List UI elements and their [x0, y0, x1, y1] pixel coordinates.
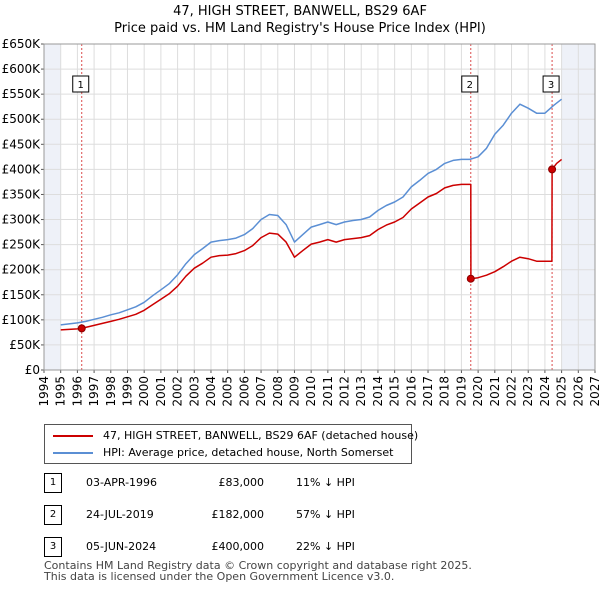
legend-price-swatch: [53, 435, 93, 437]
x-tick-label: 2020: [471, 376, 485, 407]
x-tick-label: 2013: [354, 376, 368, 407]
x-tick-label: 2002: [171, 376, 185, 407]
y-tick-label: £100K: [2, 313, 42, 327]
sale-label-text: 2: [467, 80, 473, 91]
x-tick-label: 2022: [505, 376, 519, 407]
x-tick-label: 2004: [204, 376, 218, 407]
footer-copyright: Contains HM Land Registry data © Crown c…: [44, 559, 472, 572]
transaction-hpi-diff: 22% ↓ HPI: [296, 540, 355, 553]
sale-point: [77, 324, 86, 333]
y-tick-label: £250K: [2, 238, 42, 252]
shaded-regions: [44, 44, 595, 370]
x-tick-label: 2008: [271, 376, 285, 407]
transaction-row: 2 24-JUL-2019 £182,000 57% ↓ HPI: [44, 505, 444, 525]
footer: Contains HM Land Registry data © Crown c…: [44, 560, 472, 582]
y-tick-label: £200K: [2, 263, 42, 277]
sale-label-text: 1: [78, 80, 84, 91]
y-tick-label: £350K: [2, 187, 42, 201]
x-tick-label: 2016: [404, 376, 418, 407]
shaded-region: [44, 44, 61, 370]
transaction-price: £83,000: [218, 476, 265, 489]
legend-hpi-swatch: [53, 452, 93, 454]
x-tick-label: 1999: [120, 376, 134, 407]
y-tick-label: £500K: [2, 112, 42, 126]
x-axis-ticks: 1994 1995 1996 1997 1998 1999 2000 2001 2002 2003…: [37, 370, 600, 407]
x-tick-label: 2000: [137, 376, 151, 407]
transaction-date: 03-APR-1996: [86, 476, 158, 489]
price-series-line: [60, 158, 563, 331]
transaction-number: 1: [44, 473, 62, 493]
x-tick-label: 2007: [254, 376, 268, 407]
transaction-number: 2: [44, 505, 62, 525]
x-tick-label: 2024: [538, 376, 552, 407]
y-tick-label: £50K: [9, 338, 41, 352]
legend: 47, HIGH STREET, BANWELL, BS29 6AF (deta…: [44, 424, 418, 464]
legend-hpi-label: HPI: Average price, detached house, Nort…: [103, 446, 394, 459]
transaction-hpi-diff: 57% ↓ HPI: [296, 508, 355, 521]
x-tick-label: 2014: [371, 376, 385, 407]
title-line-1: 47, HIGH STREET, BANWELL, BS29 6AF: [173, 4, 427, 19]
x-tick-label: 1998: [104, 376, 118, 407]
x-tick-label: 2005: [221, 376, 235, 407]
sale-label-box: [461, 75, 479, 93]
x-tick-label: 2006: [237, 376, 251, 407]
x-tick-label: 2027: [588, 376, 600, 407]
sale-point: [548, 165, 557, 174]
x-tick-label: 2009: [287, 376, 301, 407]
x-tick-label: 1994: [37, 376, 51, 407]
transaction-hpi-diff: 11% ↓ HPI: [296, 476, 355, 489]
transaction-date: 24-JUL-2019: [86, 508, 154, 521]
y-tick-label: £300K: [2, 213, 42, 227]
gridlines: [43, 43, 596, 371]
legend-item-hpi: HPI: Average price, detached house, Nort…: [53, 445, 403, 461]
chart-title: 47, HIGH STREET, BANWELL, BS29 6AF Price…: [0, 3, 600, 37]
y-tick-label: £400K: [2, 162, 42, 176]
sale-points: [77, 165, 557, 333]
series-lines: [60, 98, 563, 331]
x-tick-label: 2015: [388, 376, 402, 407]
transaction-row: 3 05-JUN-2024 £400,000 22% ↓ HPI: [44, 537, 444, 557]
y-tick-label: £600K: [2, 62, 42, 76]
x-tick-label: 2026: [571, 376, 585, 407]
hpi-series-line: [60, 98, 563, 326]
x-tick-label: 2019: [454, 376, 468, 407]
x-tick-label: 2012: [338, 376, 352, 407]
sale-point: [466, 274, 475, 283]
x-tick-label: 2025: [555, 376, 569, 407]
transaction-row: 1 03-APR-1996 £83,000 11% ↓ HPI: [44, 473, 444, 493]
x-tick-label: 2010: [304, 376, 318, 407]
sale-label-box: [72, 75, 90, 93]
y-tick-label: £450K: [2, 137, 42, 151]
y-tick-label: £550K: [2, 87, 42, 101]
x-tick-label: 2011: [321, 376, 335, 407]
sale-labels: 1 2 3: [72, 75, 560, 93]
x-tick-label: 1995: [54, 376, 68, 407]
sale-marker-lines: [81, 44, 553, 370]
legend-price-label: 47, HIGH STREET, BANWELL, BS29 6AF (deta…: [103, 429, 419, 442]
x-tick-label: 1997: [87, 376, 101, 407]
transaction-number: 3: [44, 537, 62, 557]
x-tick-label: 2021: [488, 376, 502, 407]
plot-frame: [43, 43, 596, 371]
y-tick-label: £0: [25, 363, 40, 377]
x-tick-label: 2017: [421, 376, 435, 407]
transaction-price: £400,000: [211, 540, 265, 553]
y-axis-ticks: £0 £50K £100K £150K £200K £250K £300K £350K £400…: [2, 37, 44, 377]
y-tick-label: £150K: [2, 288, 42, 302]
x-tick-label: 2003: [187, 376, 201, 407]
legend-item-price: 47, HIGH STREET, BANWELL, BS29 6AF (deta…: [53, 428, 418, 444]
x-tick-label: 1996: [70, 376, 84, 407]
transaction-date: 05-JUN-2024: [86, 540, 157, 553]
footer-licence: This data is licensed under the Open Gov…: [44, 570, 395, 583]
title-line-2: Price paid vs. HM Land Registry's House …: [114, 21, 486, 36]
sale-label-text: 3: [548, 80, 554, 91]
sale-label-box: [542, 75, 560, 93]
x-tick-label: 2001: [154, 376, 168, 407]
price-chart: 1 2 3 £0 £50K £100K £150K £200K £250K £300K £350K…: [2, 37, 600, 407]
transaction-price: £182,000: [211, 508, 265, 521]
x-tick-label: 2018: [438, 376, 452, 407]
y-tick-label: £650K: [2, 37, 42, 51]
x-tick-label: 2023: [521, 376, 535, 407]
